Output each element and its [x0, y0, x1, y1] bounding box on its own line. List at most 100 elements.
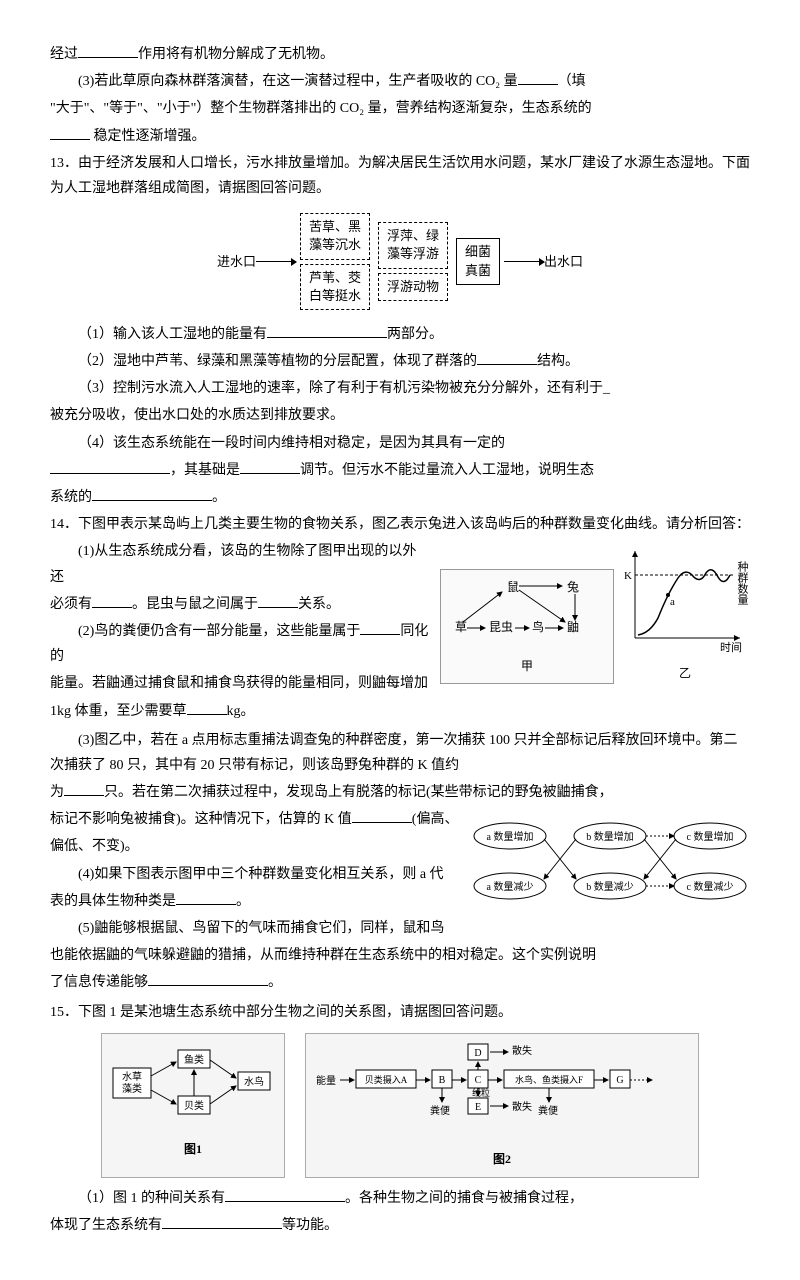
q12-line3: "大于"、"等于"、"小于"）整个生物群落排出的 CO₂ 量，营养结构逐渐复杂，… — [50, 96, 750, 121]
box-floating: 浮萍、绿藻等浮游 — [378, 222, 448, 268]
svg-text:水鸟: 水鸟 — [244, 1075, 264, 1088]
blank — [92, 593, 132, 608]
svg-text:种群数量: 种群数量 — [736, 560, 749, 605]
svg-text:b 数量增加: b 数量增加 — [586, 830, 634, 843]
blank — [360, 620, 400, 635]
q13-p3b: 被充分吸收，使出水口处的水质达到排放要求。 — [50, 403, 750, 428]
q15-intro: 15．下图 1 是某池塘生态系统中部分生物之间的关系图，请据图回答问题。 — [50, 1000, 750, 1025]
svg-text:鱼类: 鱼类 — [184, 1053, 204, 1066]
q15-p1: （1）图 1 的种间关系有。各种生物之间的捕食与被捕食过程， — [50, 1186, 750, 1211]
text: （填 — [558, 74, 586, 89]
q12-line1: 经过 作用将有机物分解成了无机物。 — [50, 42, 750, 67]
svg-text:贝类摄入A: 贝类摄入A — [365, 1074, 408, 1085]
svg-text:a 数量减少: a 数量减少 — [487, 880, 534, 893]
q13-p4d: 系统的。 — [50, 485, 750, 510]
q13-p4b: ，其基础是调节。但污水不能过量流入人工湿地，说明生态 — [50, 458, 750, 483]
svg-text:线粒: 线粒 — [472, 1087, 490, 1098]
blank — [225, 1187, 345, 1202]
q14-intro: 14．下图甲表示某岛屿上几类主要生物的食物关系，图乙表示兔进入该岛屿后的种群数量… — [50, 512, 750, 537]
q14-p2d: 1kg 体重，至少需要草kg。 — [50, 699, 750, 724]
node-bird: 鸟 — [532, 619, 544, 634]
outlet-label: 出水口 — [544, 250, 583, 273]
q13-p4: （4）该生态系统能在一段时间内维持相对稳定，是因为其具有一定的 — [50, 431, 750, 456]
svg-text:散失: 散失 — [512, 1100, 532, 1113]
svg-text:散失: 散失 — [512, 1044, 532, 1057]
svg-text:c 数量增加: c 数量增加 — [687, 830, 734, 843]
q13-p2: （2）湿地中芦苇、绿藻和黑藻等植物的分层配置，体现了群落的结构。 — [50, 349, 750, 374]
node-rabbit: 兔 — [567, 579, 579, 594]
blank — [148, 971, 268, 986]
blank — [92, 486, 212, 501]
blank — [176, 890, 236, 905]
node-insect: 昆虫 — [489, 620, 513, 634]
blank — [187, 700, 227, 715]
node-weasel: 鼬 — [567, 619, 579, 634]
svg-text:G: G — [616, 1075, 623, 1086]
svg-text:c 数量减少: c 数量减少 — [687, 880, 734, 893]
svg-text:K: K — [624, 570, 632, 582]
svg-text:B: B — [439, 1075, 446, 1086]
inlet-label: 进水口 — [217, 250, 256, 273]
q12-line4: 稳定性逐渐增强。 — [50, 124, 750, 149]
q15-p1c: 体现了生态系统有等功能。 — [50, 1213, 750, 1238]
svg-text:藻类: 藻类 — [122, 1082, 142, 1095]
food-web-diagram: 草 昆虫 鸟 鼬 鼠 兔 甲 — [440, 569, 614, 685]
blank — [162, 1214, 282, 1229]
wetland-diagram: 进水口 苦草、黑藻等沉水 芦苇、茭白等挺水 浮萍、绿藻等浮游 浮游动物 细菌真菌… — [50, 211, 750, 312]
blank — [78, 43, 138, 58]
blank — [267, 323, 387, 338]
arrow — [504, 261, 544, 262]
q12-line2: (3)若此草原向森林群落演替，在这一演替过程中，生产者吸收的 CO₂ 量 （填 — [50, 69, 750, 94]
blank — [64, 781, 104, 796]
text: (3)若此草原向森林群落演替，在这一演替过程中，生产者吸收的 CO₂ 量 — [78, 74, 518, 89]
q15-figures: 水草 藻类 鱼类 贝类 水鸟 图1 能量 贝类摄入A B — [50, 1033, 750, 1178]
q14-p5c: 了信息传递能够。 — [50, 970, 750, 995]
text: 经过 — [50, 47, 78, 62]
svg-text:时间: 时间 — [720, 641, 742, 653]
svg-text:水鸟、鱼类摄入F: 水鸟、鱼类摄入F — [515, 1074, 583, 1085]
fig1-label: 图1 — [108, 1139, 278, 1161]
svg-text:粪便: 粪便 — [430, 1104, 450, 1117]
fig1: 水草 藻类 鱼类 贝类 水鸟 图1 — [101, 1033, 285, 1178]
q14-p3: (3)图乙中，若在 a 点用标志重捕法调查兔的种群密度，第一次捕获 100 只并… — [50, 728, 750, 778]
abc-diagram: a 数量增加 b 数量增加 c 数量增加 a 数量减少 b 数量减少 c 数量减… — [470, 811, 750, 920]
blank — [352, 808, 412, 823]
blank — [50, 125, 90, 140]
box-emergent: 芦苇、茭白等挺水 — [300, 264, 370, 310]
text: 稳定性逐渐增强。 — [90, 129, 206, 144]
fig2: 能量 贝类摄入A B C 水鸟、鱼类摄入F G D 散失 E — [305, 1033, 699, 1178]
svg-text:b 数量减少: b 数量减少 — [586, 880, 634, 893]
blank — [477, 350, 537, 365]
q13-p1: （1）输入该人工湿地的能量有两部分。 — [50, 322, 750, 347]
svg-text:a: a — [670, 596, 675, 608]
blank — [258, 593, 298, 608]
svg-text:水草: 水草 — [122, 1071, 142, 1083]
q14-figure-right: 草 昆虫 鸟 鼬 鼠 兔 甲 — [440, 543, 750, 684]
svg-text:贝类: 贝类 — [184, 1099, 204, 1112]
caption-a: 甲 — [447, 656, 607, 678]
svg-text:a 数量增加: a 数量增加 — [487, 830, 534, 843]
q14-p3b: 为只。若在第二次捕获过程中，发现岛上有脱落的标记(某些带标记的野兔被鼬捕食， — [50, 780, 750, 805]
box-zooplankton: 浮游动物 — [378, 273, 448, 301]
blank — [50, 459, 170, 474]
text: "大于"、"等于"、"小于"）整个生物群落排出的 CO₂ 量，营养结构逐渐复杂，… — [50, 101, 592, 116]
q14-p5b: 也能依据鼬的气味躲避鼬的猎捕，从而维持种群在生态系统中的相对稳定。这个实例说明 — [50, 943, 750, 968]
svg-text:C: C — [475, 1075, 482, 1086]
blank — [518, 70, 558, 85]
caption-b: 乙 — [620, 663, 750, 685]
arrow — [256, 261, 296, 262]
box-microbe: 细菌真菌 — [456, 238, 500, 284]
svg-text:能量: 能量 — [316, 1074, 336, 1087]
box-submerged: 苦草、黑藻等沉水 — [300, 213, 370, 259]
svg-text:D: D — [474, 1048, 481, 1059]
blank — [240, 459, 300, 474]
node-mouse: 鼠 — [507, 580, 519, 594]
node-grass: 草 — [455, 620, 467, 634]
curve-diagram: K a 种群数量 时间 乙 — [620, 543, 750, 684]
fig2-label: 图2 — [312, 1149, 692, 1171]
text: 作用将有机物分解成了无机物。 — [138, 47, 334, 62]
svg-text:粪便: 粪便 — [538, 1104, 558, 1117]
q13-p3: （3）控制污水流入人工湿地的速率，除了有利于有机污染物被充分分解外，还有利于_ — [50, 376, 750, 401]
svg-text:E: E — [475, 1102, 481, 1113]
q13-intro: 13．由于经济发展和人口增长，污水排放量增加。为解决居民生活饮用水问题，某水厂建… — [50, 151, 750, 201]
